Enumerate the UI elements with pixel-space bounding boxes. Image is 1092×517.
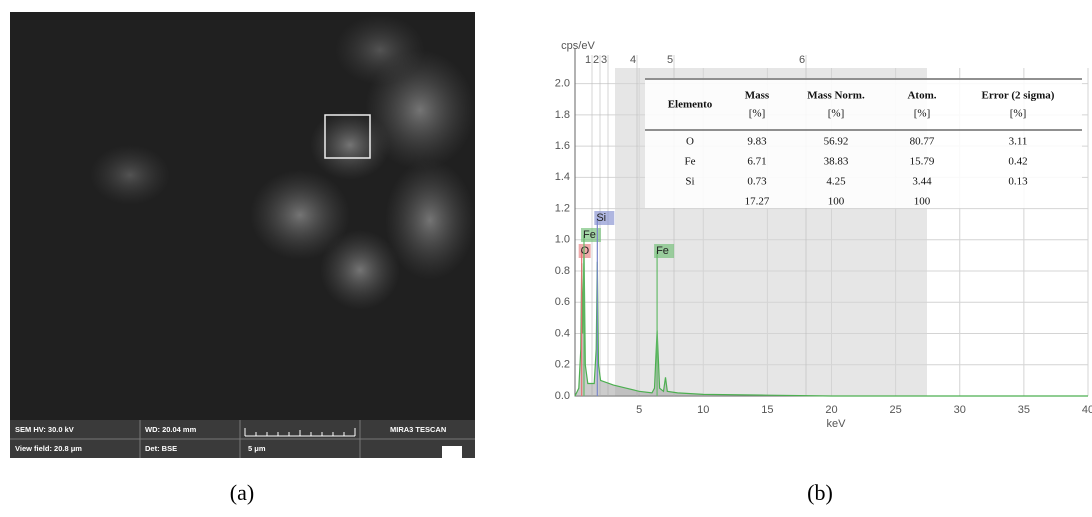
table-cell: 17.27 [745,196,770,208]
peak-label: Fe [583,229,596,241]
top-marker: 4 [630,54,636,66]
table-cell: 4.25 [826,176,846,188]
x-tick-label: 15 [761,404,773,416]
x-tick-label: 40 [1082,404,1092,416]
table-cell: 9.83 [747,136,767,148]
y-tick-label: 0.6 [555,296,570,308]
table-header: Mass Norm. [807,90,865,102]
x-tick-label: 25 [890,404,902,416]
table-cell: Si [685,176,694,188]
x-tick-label: 5 [636,404,642,416]
x-tick-label: 20 [825,404,837,416]
table-cell: O [686,136,694,148]
y-tick-label: 1.6 [555,140,570,152]
y-tick-label: 0.4 [555,327,570,339]
y-tick-label: 0.0 [555,390,570,402]
table-cell: 100 [914,196,931,208]
top-marker: 3 [601,54,607,66]
table-header: Elemento [668,99,713,111]
table-cell: 3.11 [1009,136,1028,148]
table-cell: 0.42 [1008,156,1027,168]
table-header: [%] [914,108,931,120]
table-header: Mass [745,90,770,102]
y-tick-label: 0.8 [555,265,570,277]
table-header: Error (2 sigma) [982,90,1055,102]
table-header: [%] [828,108,845,120]
peak-label-box [580,228,601,242]
peak-label: O [581,245,590,257]
table-cell: 80.77 [910,136,935,148]
sem-image [10,12,475,458]
table-cell: 38.83 [824,156,849,168]
table-cell: Fe [685,156,696,168]
info-text: Det: BSE [145,444,177,453]
info-text: View field: 20.8 μm [15,444,82,453]
peak-label-box [594,211,615,225]
top-marker: 1 [585,54,591,66]
y-axis-label: cps/eV [561,40,595,52]
panel-label: (a) [230,480,254,505]
x-tick-label: 10 [697,404,709,416]
table-cell: 0.73 [747,176,767,188]
x-tick-label: 35 [1018,404,1030,416]
table-header: [%] [1010,108,1027,120]
table-cell: 3.44 [912,176,932,188]
top-marker: 5 [667,54,673,66]
table-bg [645,78,1082,208]
peak-label-box [654,244,675,258]
table-cell: 15.79 [910,156,935,168]
y-tick-label: 1.0 [555,234,570,246]
peak-label-box [578,244,591,258]
table-cell: 100 [828,196,845,208]
x-tick-label: 30 [954,404,966,416]
top-marker: 2 [593,54,599,66]
y-tick-label: 0.2 [555,359,570,371]
info-text: MIRA3 TESCAN [390,425,446,434]
panel-label: (b) [807,480,833,505]
table-header: [%] [749,108,766,120]
peak-label: Si [596,212,606,224]
top-marker: 6 [799,54,805,66]
info-text: SEM HV: 30.0 kV [15,425,74,434]
y-tick-label: 1.4 [555,171,570,183]
table-cell: 6.71 [747,156,766,168]
y-tick-label: 2.0 [555,78,570,90]
peak-label: Fe [656,245,669,257]
y-tick-label: 1.2 [555,202,570,214]
info-text: 5 μm [248,444,266,453]
table-header: Atom. [907,90,936,102]
y-tick-label: 1.8 [555,109,570,121]
info-text: WD: 20.04 mm [145,425,197,434]
table-cell: 0.13 [1008,176,1028,188]
table-cell: 56.92 [824,136,849,148]
x-axis-label: keV [827,418,847,430]
